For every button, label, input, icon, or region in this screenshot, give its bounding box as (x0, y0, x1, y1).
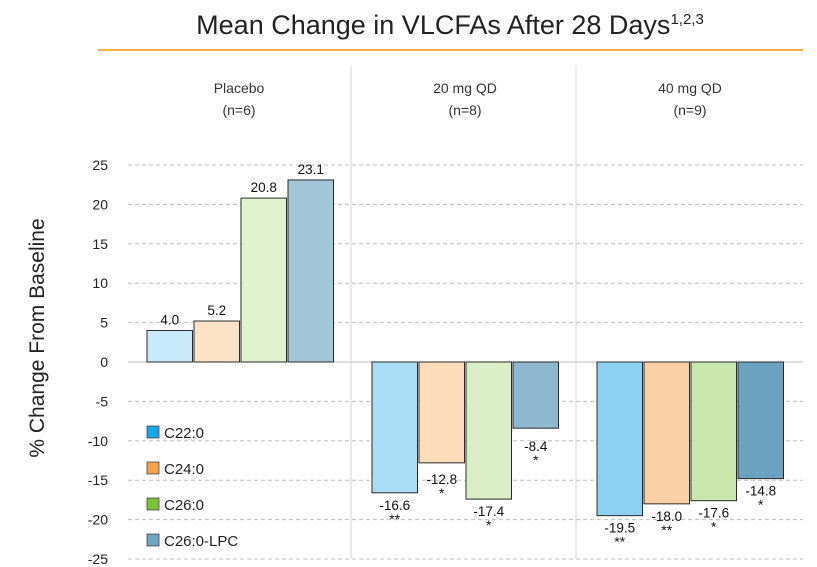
y-tick-label: 0 (100, 354, 108, 370)
legend-label: C26:0 (164, 497, 204, 514)
legend-swatch (146, 425, 160, 439)
legend-swatch (146, 461, 160, 475)
significance-marker: ** (389, 511, 400, 527)
bar (512, 361, 559, 429)
bar (596, 361, 643, 517)
bar (146, 329, 193, 363)
group-label-n: (n=6) (222, 102, 255, 118)
significance-marker: ** (614, 534, 625, 550)
y-tick-label: -20 (88, 512, 108, 528)
data-label: 23.1 (298, 162, 324, 177)
significance-marker: * (486, 517, 492, 533)
bar (371, 361, 418, 494)
legend: C22:0 C24:0 C26:0 C26:0-LPC (146, 425, 238, 550)
y-axis-label: % Change From Baseline (26, 218, 49, 457)
y-tick-label: 25 (92, 157, 108, 173)
group-label-name: 40 mg QD (658, 80, 722, 96)
group-label-n: (n=8) (448, 102, 481, 118)
y-tick-label: -15 (88, 472, 108, 488)
bar (643, 361, 690, 505)
data-label: 5.2 (207, 303, 226, 318)
data-label: -12.8 (426, 472, 457, 487)
significance-marker: ** (661, 522, 672, 538)
y-tick-label: 10 (92, 275, 108, 291)
y-tick-label: -25 (88, 551, 108, 567)
significance-marker: * (711, 519, 717, 535)
y-tick-label: -10 (88, 433, 108, 449)
y-tick-label: 5 (100, 315, 108, 331)
data-label: -18.0 (651, 509, 682, 524)
bar (287, 179, 334, 363)
significance-marker: * (758, 497, 764, 513)
chart-title: Mean Change in VLCFAs After 28 Days1,2,3 (196, 10, 704, 40)
legend-swatch (146, 497, 160, 511)
group-label-name: 20 mg QD (433, 80, 497, 96)
bar (465, 361, 512, 500)
data-label: -16.6 (379, 498, 410, 513)
data-label: 20.8 (251, 180, 277, 195)
bar (240, 197, 287, 363)
significance-marker: * (533, 452, 539, 468)
data-labels: 4.0-16.6**-19.5**5.2-12.8*-18.0**20.8-17… (160, 162, 776, 550)
bar (193, 320, 240, 363)
y-tick-label: 15 (92, 236, 108, 252)
group-label-name: Placebo (214, 80, 265, 96)
group-label-n: (n=9) (673, 102, 706, 118)
significance-marker: * (439, 485, 445, 501)
data-label: -8.4 (524, 439, 548, 454)
group-labels: Placebo (n=6) 20 mg QD (n=8) 40 mg QD (n=9) (214, 80, 722, 118)
bar (737, 361, 784, 480)
group-dividers (350, 66, 577, 559)
y-tick-label: 20 (92, 196, 108, 212)
legend-label: C22:0 (164, 425, 204, 442)
data-label: -14.8 (745, 484, 776, 499)
chart-title-text: Mean Change in VLCFAs After 28 Days (196, 10, 670, 40)
bar (418, 361, 465, 464)
bars (146, 179, 784, 517)
chart-title-superscript: 1,2,3 (670, 11, 703, 28)
data-label: -17.6 (698, 506, 729, 521)
data-label: -19.5 (604, 521, 635, 536)
y-tick-label: -5 (96, 393, 109, 409)
legend-label: C24:0 (164, 461, 204, 478)
y-axis-ticks: 25 20 15 10 5 0 -5 -10 -15 -20 -25 (88, 157, 108, 567)
legend-label: C26:0-LPC (164, 533, 238, 550)
data-label: -17.4 (473, 504, 504, 519)
legend-swatch (146, 533, 160, 547)
data-label: 4.0 (160, 312, 179, 327)
bar (690, 361, 737, 502)
